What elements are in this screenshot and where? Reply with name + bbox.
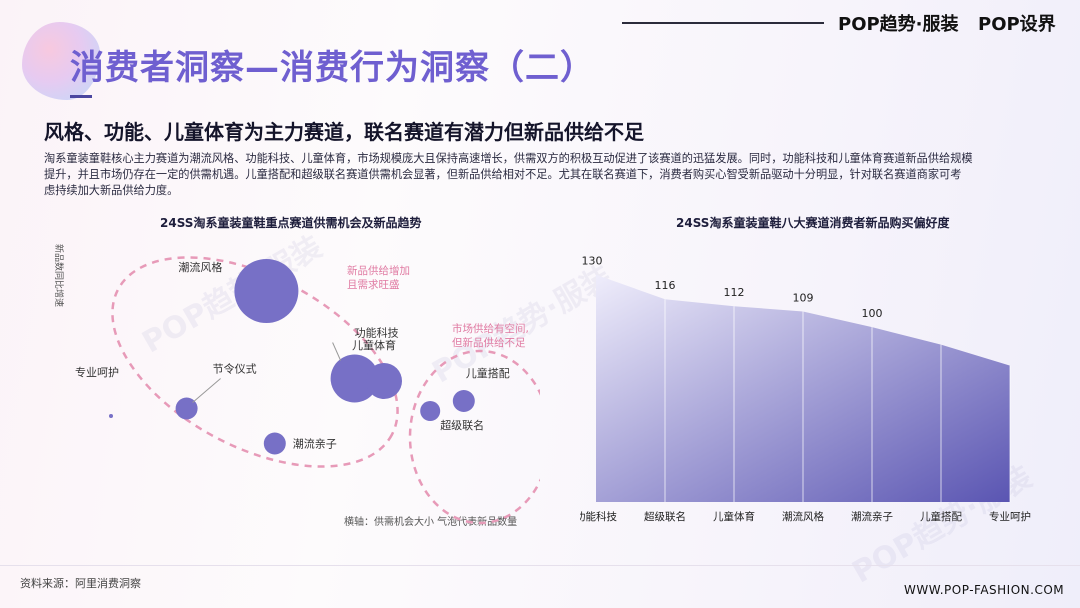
title-underline xyxy=(70,95,92,98)
data-label-1: 116 xyxy=(655,279,676,292)
area-chart-title: 24SS淘系童装童鞋八大赛道消费者新品购买偏好度 xyxy=(676,216,950,230)
bubble-3 xyxy=(109,414,113,418)
x-tick-label-4: 潮流亲子 xyxy=(851,510,893,523)
data-label-3: 109 xyxy=(793,291,814,304)
bubble-5 xyxy=(263,432,286,455)
bubble-label-7: 超级联名 xyxy=(440,418,484,432)
bubble-chart: 新品数同比增速 横轴：供需机会大小 气泡代表新品数量 潮流风格功能科技儿童体育专… xyxy=(53,244,540,528)
brand-logo-secondary: POP设界 xyxy=(978,14,1056,35)
x-tick-label-5: 儿童搭配 xyxy=(920,510,962,523)
body-line: 虑持续加大新品供给力度。 xyxy=(44,184,179,197)
brand-logo: POP趋势·服装 xyxy=(838,14,959,35)
area-chart: 130 116 112 109 100 功能科技 超级联名 儿童体育 潮流风格 潮流亲子 儿童搭配… xyxy=(580,255,1031,523)
section-heading: 风格、功能、儿童体育为主力赛道，联名赛道有潜力但新品供给不足 xyxy=(44,120,644,144)
highlight-ellipse xyxy=(408,349,540,525)
data-label-0: 130 xyxy=(582,255,603,268)
annotation-0: 新品供给增加 xyxy=(347,264,410,277)
y-axis-label: 新品数同比增速 xyxy=(53,244,65,307)
bubble-label-3: 专业呵护 xyxy=(75,365,119,379)
bubble-label-2: 儿童体育 xyxy=(352,338,396,352)
annotation-1: 但新品供给不足 xyxy=(452,336,526,349)
bubble-6 xyxy=(452,390,475,412)
bubble-7 xyxy=(420,401,441,421)
data-label-4: 100 xyxy=(862,307,883,320)
annotation-0: 且需求旺盛 xyxy=(347,278,400,291)
x-tick-label-0: 功能科技 xyxy=(580,510,617,523)
bubble-1 xyxy=(330,354,379,403)
x-tick-label-2: 儿童体育 xyxy=(713,510,755,523)
footer-divider xyxy=(0,565,1080,566)
bubble-label-0: 潮流风格 xyxy=(178,260,222,274)
x-tick-label-6: 专业呵护 xyxy=(989,510,1031,523)
x-axis-label: 横轴：供需机会大小 气泡代表新品数量 xyxy=(344,515,517,528)
bubble-0 xyxy=(234,259,299,323)
bubble-2 xyxy=(366,363,402,399)
source-note: 资料来源：阿里消费洞察 xyxy=(20,577,141,590)
bubble-label-5: 潮流亲子 xyxy=(293,437,337,451)
bubble-4 xyxy=(175,397,198,420)
header-rule xyxy=(622,22,824,24)
bubble-chart-title: 24SS淘系童装童鞋重点赛道供需机会及新品趋势 xyxy=(160,216,422,230)
annotation-1: 市场供给有空间, xyxy=(452,322,529,335)
body-line: 淘系童装童鞋核心主力赛道为潮流风格、功能科技、儿童体育，市场规模庞大且保持高速增… xyxy=(44,152,973,165)
leader-line xyxy=(332,342,342,361)
page-title: 消费者洞察—消费行为洞察（二） xyxy=(70,48,595,88)
data-label-2: 112 xyxy=(724,286,745,299)
body-paragraph: 淘系童装童鞋核心主力赛道为潮流风格、功能科技、儿童体育，市场规模庞大且保持高速增… xyxy=(44,151,1054,199)
x-tick-label-1: 超级联名 xyxy=(644,510,686,523)
website-link[interactable]: WWW.POP-FASHION.COM xyxy=(904,583,1065,597)
x-tick-label-3: 潮流风格 xyxy=(782,510,824,523)
bubble-label-6: 儿童搭配 xyxy=(466,366,510,380)
bubble-label-4: 节令仪式 xyxy=(213,362,257,376)
bubble-label-1: 功能科技 xyxy=(355,326,399,340)
body-line: 提升，并且市场仍存在一定的供需机遇。儿童搭配和超级联名赛道供需机会显著，但新品供… xyxy=(44,168,962,181)
decorative-blob xyxy=(22,22,100,100)
leader-line xyxy=(192,378,221,403)
